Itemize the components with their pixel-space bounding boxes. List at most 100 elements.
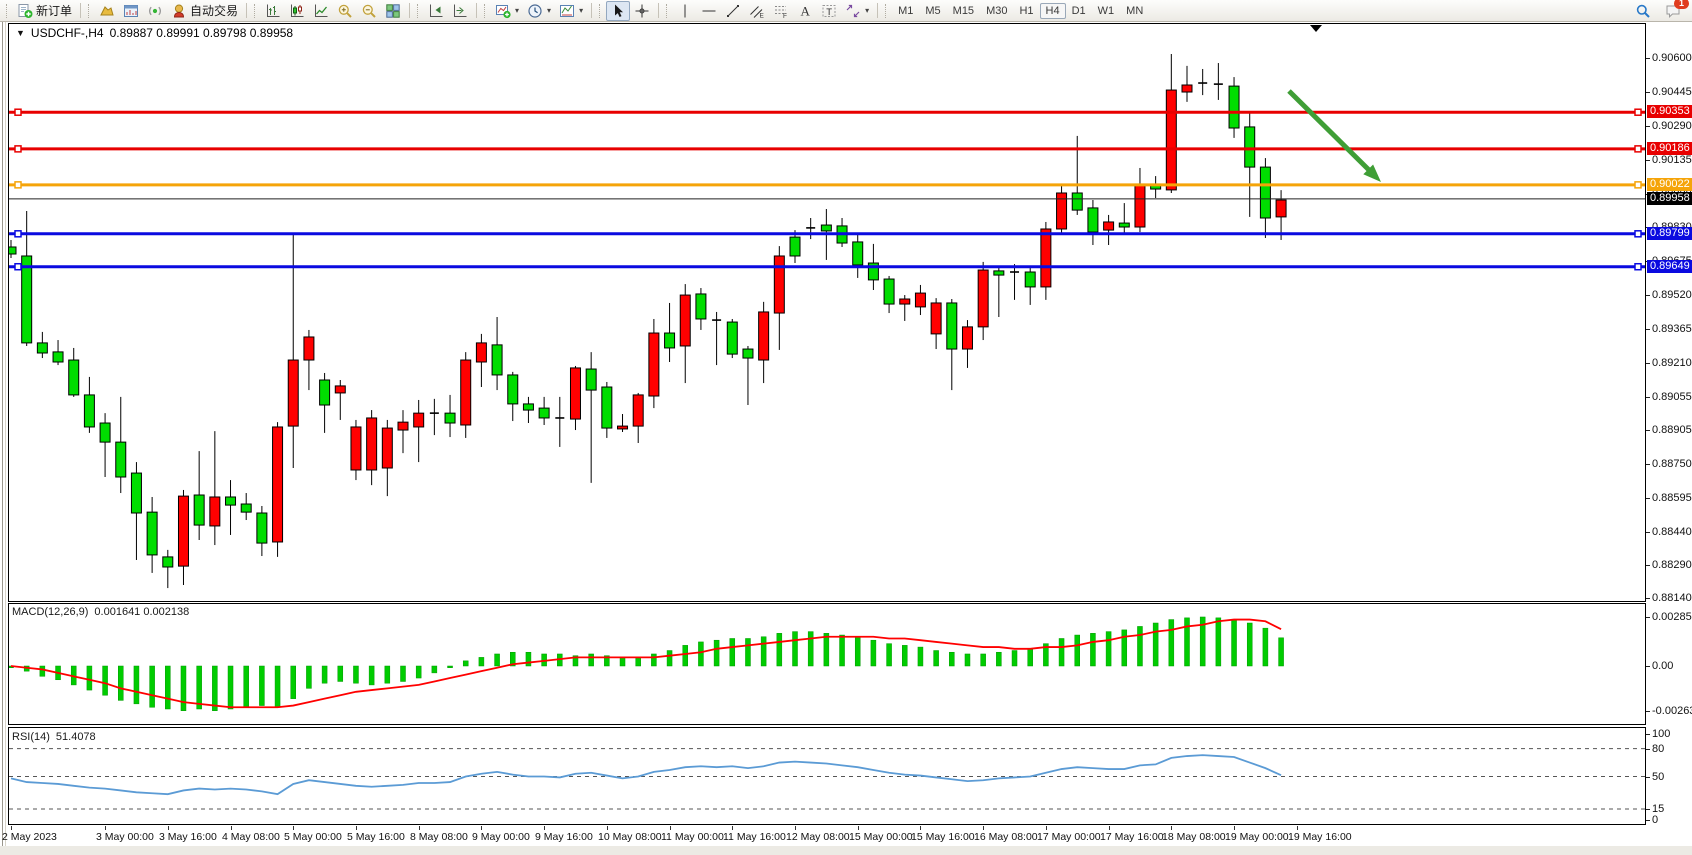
bull-candle[interactable] <box>852 241 864 266</box>
bull-candle[interactable] <box>21 255 33 344</box>
bull-candle[interactable] <box>36 342 48 354</box>
timeframe-MN-button[interactable]: MN <box>1126 4 1144 17</box>
bear-candle[interactable] <box>350 426 362 471</box>
line-handle[interactable] <box>14 181 22 189</box>
auto-scroll-button[interactable] <box>448 1 472 21</box>
autotrade-button[interactable]: 自动交易 <box>167 1 242 21</box>
arrows-button[interactable]: ▾ <box>841 1 873 21</box>
bull-candle[interactable] <box>1071 192 1083 211</box>
bull-candle[interactable] <box>444 412 456 424</box>
timeframe-M30-button[interactable]: M30 <box>986 4 1008 17</box>
bear-candle[interactable] <box>397 421 409 431</box>
bear-candle[interactable] <box>475 342 487 363</box>
bull-candle[interactable] <box>491 344 503 376</box>
timeframe-H4-button[interactable]: H4 <box>1039 2 1066 19</box>
bear-candle[interactable] <box>1134 183 1146 228</box>
bull-candle[interactable] <box>820 224 832 232</box>
line-handle[interactable] <box>1634 230 1642 238</box>
bear-candle[interactable] <box>1165 89 1177 191</box>
bull-candle[interactable] <box>162 556 174 568</box>
bull-candle[interactable] <box>695 293 707 320</box>
bull-candle[interactable] <box>726 321 738 355</box>
bear-candle[interactable] <box>632 394 644 427</box>
bull-candle[interactable] <box>256 512 268 544</box>
bull-candle[interactable] <box>1024 271 1036 288</box>
price-chart-pane[interactable] <box>8 23 1646 602</box>
bear-candle[interactable] <box>1181 84 1193 93</box>
line-handle[interactable] <box>14 230 22 238</box>
bear-candle[interactable] <box>977 269 989 328</box>
timeframe-D1-button[interactable]: D1 <box>1071 4 1086 17</box>
market-watch-button[interactable] <box>119 1 143 21</box>
arrow-annotation[interactable] <box>1287 89 1374 175</box>
label-button[interactable]: T <box>817 1 841 21</box>
bull-candle[interactable] <box>193 494 205 526</box>
bear-candle[interactable] <box>569 367 581 420</box>
vline-button[interactable] <box>673 1 697 21</box>
bear-candle[interactable] <box>1275 199 1287 218</box>
bull-candle[interactable] <box>240 503 252 513</box>
chart-shift-marker[interactable] <box>1310 25 1322 32</box>
line-handle[interactable] <box>1634 108 1642 116</box>
bear-candle[interactable] <box>648 332 660 397</box>
timeframe-W1-button[interactable]: W1 <box>1097 4 1115 17</box>
timeframe-M5-button[interactable]: M5 <box>925 4 941 17</box>
profiles-button[interactable] <box>95 1 119 21</box>
bear-candle[interactable] <box>1103 221 1115 231</box>
bear-candle[interactable] <box>758 311 770 361</box>
line-chart-button[interactable] <box>309 1 333 21</box>
bull-candle[interactable] <box>52 351 64 363</box>
rsi-indicator-pane[interactable] <box>8 727 1646 825</box>
search-button[interactable] <box>1631 1 1655 21</box>
candlestick-button[interactable] <box>285 1 309 21</box>
bear-candle[interactable] <box>334 385 346 394</box>
bull-candle[interactable] <box>319 379 331 406</box>
bear-candle[interactable] <box>381 427 393 469</box>
bull-candle[interactable] <box>522 403 534 411</box>
line-handle[interactable] <box>14 145 22 153</box>
bull-candle[interactable] <box>789 236 801 257</box>
indicators-button[interactable]: ▾ <box>491 1 523 21</box>
macd-indicator-pane[interactable] <box>8 603 1646 725</box>
bull-candle[interactable] <box>68 359 80 396</box>
bull-candle[interactable] <box>538 407 550 419</box>
bear-candle[interactable] <box>773 255 785 314</box>
timeframe-M15-button[interactable]: M15 <box>952 4 975 17</box>
signals-button[interactable] <box>143 1 167 21</box>
bear-candle[interactable] <box>366 417 378 471</box>
bull-candle[interactable] <box>742 348 754 359</box>
bear-candle[interactable] <box>899 298 911 305</box>
text-button[interactable]: A <box>793 1 817 21</box>
bear-candle[interactable] <box>303 336 315 361</box>
cursor-button[interactable] <box>606 0 631 21</box>
chevron-down-icon[interactable]: ▼ <box>16 28 25 38</box>
line-handle[interactable] <box>1634 262 1642 271</box>
bear-candle[interactable] <box>679 294 691 347</box>
line-handle[interactable] <box>14 262 22 271</box>
fibonacci-button[interactable]: F <box>769 1 793 21</box>
bear-candle[interactable] <box>209 496 221 527</box>
bull-candle[interactable] <box>115 441 127 478</box>
bear-candle[interactable] <box>177 495 189 567</box>
new-order-button[interactable]: 新订单 <box>13 1 76 21</box>
zoom-out-button[interactable] <box>357 1 381 21</box>
bull-candle[interactable] <box>585 368 597 391</box>
bear-candle[interactable] <box>914 292 926 308</box>
bull-candle[interactable] <box>146 511 158 556</box>
channel-button[interactable]: E <box>745 1 769 21</box>
notifications-button[interactable]: 1 <box>1661 0 1689 21</box>
line-handle[interactable] <box>14 108 22 116</box>
bull-candle[interactable] <box>99 422 111 443</box>
bull-candle[interactable] <box>130 472 142 514</box>
timeframe-H1-button[interactable]: H1 <box>1019 4 1034 17</box>
price-axis[interactable]: 0.90600 0.90445 0.90290 0.90135 0.89980 … <box>1646 22 1692 846</box>
crosshair-button[interactable] <box>630 1 654 21</box>
bull-candle[interactable] <box>1244 126 1256 168</box>
time-axis[interactable]: 2 May 2023 3 May 00:00 3 May 16:00 4 May… <box>2 826 1645 846</box>
bear-candle[interactable] <box>930 302 942 335</box>
templates-button[interactable]: ▾ <box>555 1 587 21</box>
trendline-button[interactable] <box>721 1 745 21</box>
bull-candle[interactable] <box>225 496 237 506</box>
bull-candle[interactable] <box>1259 166 1271 219</box>
bull-candle[interactable] <box>883 278 895 305</box>
